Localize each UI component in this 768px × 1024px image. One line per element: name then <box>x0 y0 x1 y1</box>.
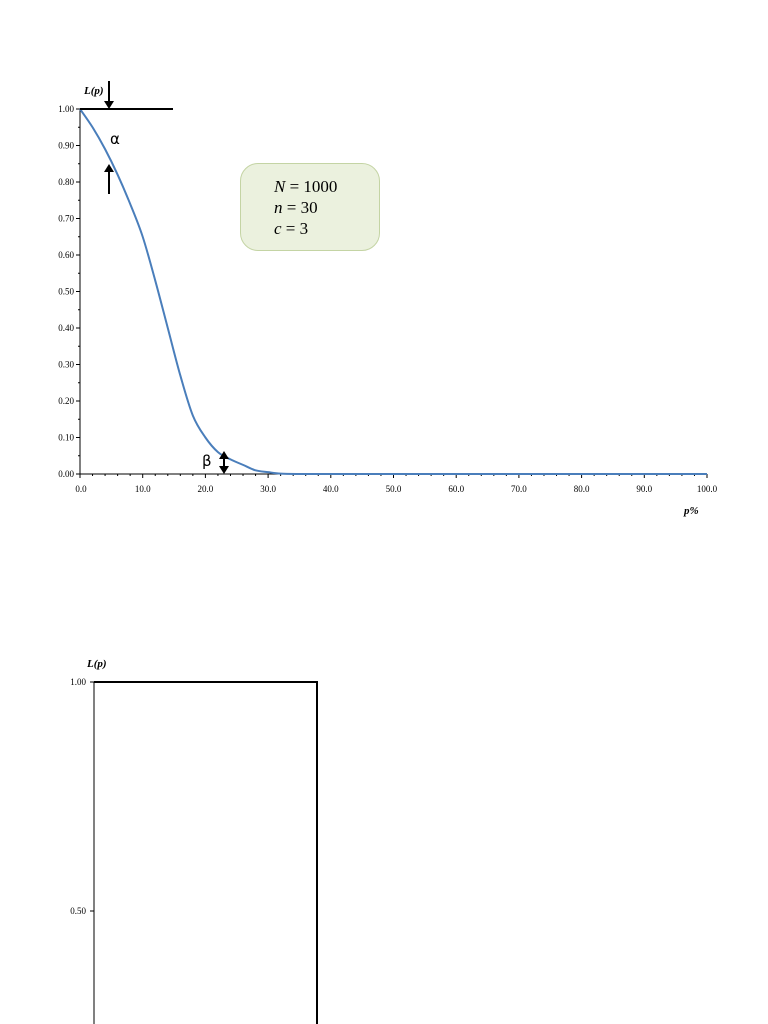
x-tick-label: 70.0 <box>511 484 527 494</box>
parameters-box: N = 1000 n = 30 c = 3 <box>240 163 380 251</box>
y-tick-label: 0.90 <box>58 141 74 151</box>
param-c-value: = 3 <box>281 219 309 238</box>
param-N-symbol: N <box>274 177 286 196</box>
y-tick-label: 0.50 <box>58 287 74 297</box>
y-tick-label: 0.10 <box>58 433 74 443</box>
oc-curve-chart: 0.00 0.10 0.20 0.30 0.40 0.50 0.60 0.70 0.80 0.90… <box>58 81 718 517</box>
oc-curve-line <box>79 108 707 475</box>
y-tick-label: 0.40 <box>58 323 74 333</box>
param-n-value: = 30 <box>282 198 318 217</box>
x-axis-ticks: 0.0 10.0 20.0 30.0 40.0 50.0 60.0 70.0 80.0 90.0 1… <box>75 474 718 494</box>
y-tick-label: 0.70 <box>58 214 74 224</box>
x-tick-label: 60.0 <box>448 484 464 494</box>
y-axis-title: L(p) <box>86 658 107 670</box>
y-tick-label: 0.50 <box>70 906 86 916</box>
x-tick-label: 100.0 <box>697 484 718 494</box>
param-c: c = 3 <box>274 218 379 239</box>
y-tick-label: 0.80 <box>58 177 74 187</box>
x-tick-label: 50.0 <box>386 484 402 494</box>
beta-label: β <box>202 452 212 470</box>
x-tick-label: 0.0 <box>75 484 87 494</box>
y-tick-label: 0.20 <box>58 396 74 406</box>
y-tick-label: 0.30 <box>58 360 74 370</box>
ideal-oc-line <box>94 681 318 1024</box>
x-tick-label: 40.0 <box>323 484 339 494</box>
x-tick-label: 30.0 <box>260 484 276 494</box>
param-c-symbol: c <box>274 219 282 238</box>
x-axis-title: p% <box>683 505 699 517</box>
x-tick-label: 20.0 <box>198 484 214 494</box>
beta-double-arrow <box>219 451 229 474</box>
param-N: N = 1000 <box>274 176 379 197</box>
ideal-oc-chart: 1.00 0.50 L(p) <box>70 658 318 1024</box>
x-tick-label: 10.0 <box>135 484 151 494</box>
y-axis-ticks: 0.00 0.10 0.20 0.30 0.40 0.50 0.60 0.70 0.80 0.90… <box>58 104 80 479</box>
y-tick-label: 0.60 <box>58 250 74 260</box>
x-tick-label: 80.0 <box>574 484 590 494</box>
y-axis-ticks: 1.00 0.50 <box>70 677 94 916</box>
x-tick-label: 90.0 <box>636 484 652 494</box>
param-n-symbol: n <box>274 198 283 217</box>
y-tick-label: 0.00 <box>58 469 74 479</box>
alpha-arrow-down <box>104 81 114 109</box>
y-axis-title: L(p) <box>83 85 104 97</box>
param-n: n = 30 <box>274 197 379 218</box>
y-tick-label: 1.00 <box>58 104 74 114</box>
param-N-value: = 1000 <box>285 177 338 196</box>
y-tick-label: 1.00 <box>70 677 86 687</box>
alpha-label: α <box>110 130 120 148</box>
alpha-arrow-up <box>104 164 114 194</box>
